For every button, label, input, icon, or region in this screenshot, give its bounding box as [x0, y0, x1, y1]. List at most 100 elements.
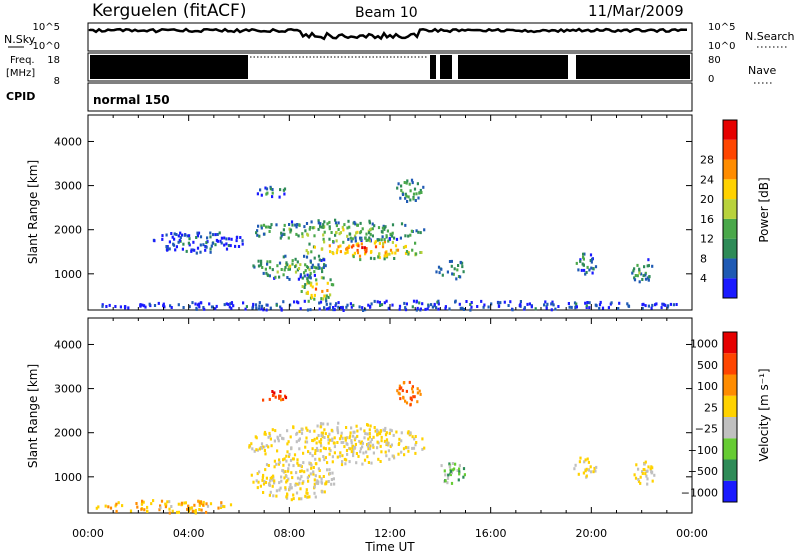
- data-cell: [313, 256, 316, 260]
- data-cell: [361, 462, 364, 466]
- data-cell: [255, 448, 258, 452]
- data-cell: [450, 264, 453, 268]
- data-cell: [304, 283, 307, 287]
- data-cell: [411, 387, 414, 391]
- data-cell: [359, 258, 362, 262]
- data-cell: [393, 257, 396, 260]
- data-cell: [310, 250, 313, 254]
- data-cell: [394, 251, 397, 255]
- data-cell: [143, 304, 146, 308]
- data-cell: [282, 458, 285, 462]
- power-panel: 1000 2000 3000 4000: [54, 114, 693, 312]
- data-cell: [287, 463, 291, 467]
- data-cell: [288, 267, 291, 271]
- data-cell: [317, 467, 320, 471]
- data-cell: [358, 305, 361, 309]
- data-cell: [329, 278, 332, 282]
- data-cell: [368, 447, 372, 451]
- data-cell: [283, 232, 286, 236]
- data-cell: [268, 431, 271, 435]
- data-cell: [264, 468, 267, 472]
- data-cell: [385, 454, 388, 458]
- data-cell: [298, 497, 301, 501]
- data-cell: [322, 475, 325, 478]
- data-cell: [319, 422, 323, 426]
- data-cell: [655, 302, 658, 306]
- data-cell: [355, 452, 358, 455]
- data-cell: [171, 509, 174, 513]
- data-cell: [370, 227, 373, 231]
- data-cell: [325, 307, 328, 311]
- data-cell: [269, 490, 272, 494]
- data-cell: [319, 222, 322, 226]
- data-cell: [444, 473, 447, 477]
- data-cell: [202, 243, 205, 247]
- data-cell: [369, 305, 372, 308]
- data-cell: [262, 232, 266, 236]
- data-cell: [364, 250, 367, 254]
- data-cell: [266, 273, 269, 277]
- data-cell: [313, 485, 316, 489]
- data-cell: [330, 428, 333, 432]
- data-cell: [376, 238, 379, 242]
- data-cell: [296, 461, 299, 465]
- data-cell: [476, 305, 479, 308]
- data-cell: [179, 231, 182, 235]
- data-cell: [304, 263, 307, 267]
- data-cell: [198, 508, 201, 511]
- x-tick-label: 00:00: [72, 527, 104, 540]
- data-cell: [646, 276, 650, 280]
- data-cell: [329, 250, 332, 254]
- data-cell: [412, 192, 416, 196]
- data-cell: [361, 246, 364, 250]
- data-cell: [379, 304, 382, 307]
- data-cell: [350, 450, 353, 454]
- data-cell: [592, 267, 595, 271]
- data-cell: [644, 271, 647, 275]
- nsearch-tick-bottom: 10^0: [708, 41, 735, 52]
- data-cell: [391, 231, 394, 235]
- data-cell: [329, 438, 332, 442]
- data-cell: [376, 300, 379, 304]
- data-cell: [261, 478, 264, 482]
- data-cell: [451, 272, 454, 276]
- data-cell: [328, 237, 331, 241]
- data-cell: [214, 233, 217, 237]
- data-cell: [359, 450, 362, 454]
- data-cell: [345, 426, 348, 429]
- data-cell: [300, 431, 304, 435]
- power-frame: [87, 114, 693, 311]
- data-cell: [338, 437, 342, 441]
- data-cell: [647, 304, 650, 308]
- data-cell: [396, 248, 400, 252]
- data-cell: [313, 265, 316, 269]
- data-cell: [296, 431, 299, 435]
- data-cell: [309, 283, 312, 287]
- data-cell: [382, 428, 385, 432]
- data-cell: [357, 244, 360, 248]
- data-cell: [313, 226, 316, 230]
- data-cell: [282, 397, 285, 401]
- data-cell: [166, 500, 169, 504]
- data-cell: [462, 270, 465, 274]
- data-cell: [373, 257, 376, 261]
- data-cell: [280, 479, 283, 483]
- data-cell: [584, 301, 587, 305]
- data-cell: [585, 306, 588, 309]
- data-cell: [355, 461, 358, 465]
- data-cell: [372, 451, 375, 455]
- data-cell: [313, 273, 316, 277]
- data-cell: [267, 464, 270, 467]
- data-cell: [589, 259, 592, 262]
- data-cell: [330, 283, 333, 287]
- data-cell: [216, 239, 219, 243]
- data-cell: [313, 234, 316, 238]
- data-cell: [352, 450, 355, 454]
- data-cell: [585, 271, 588, 274]
- colorbar-tick-label: −500: [688, 465, 718, 478]
- data-cell: [255, 231, 258, 235]
- data-cell: [251, 306, 254, 310]
- data-cell: [302, 480, 305, 484]
- data-cell: [146, 505, 149, 509]
- data-cell: [376, 433, 379, 436]
